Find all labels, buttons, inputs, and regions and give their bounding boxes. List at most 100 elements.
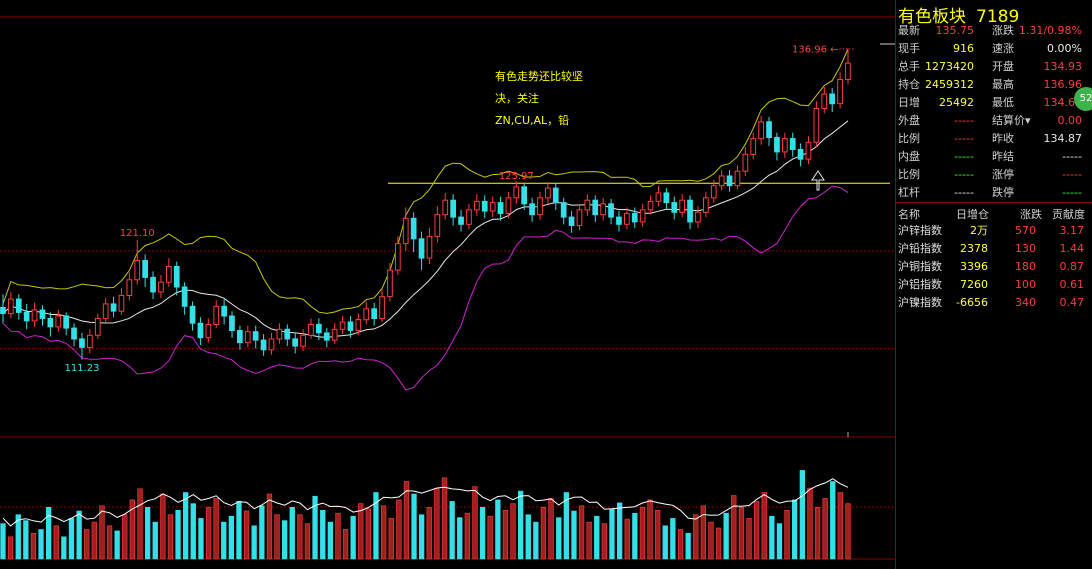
quote-value: 134.93 — [1043, 60, 1083, 73]
header-change: 涨跌 — [1020, 208, 1042, 221]
candlestick-chart[interactable]: 121.10 111.23 125.97 136.96 ←····· 有色走势还比较坚决… — [0, 0, 895, 569]
index-name: 沪铜指数 — [898, 260, 942, 273]
volume-bar — [91, 521, 97, 560]
volume-bar — [594, 515, 600, 560]
candle-body — [31, 309, 38, 322]
quote-label: 比例 — [898, 168, 920, 181]
candle-body — [237, 330, 243, 344]
volume-bar — [753, 501, 760, 560]
volume-bar — [76, 510, 82, 560]
quote-value: 134.87 — [1043, 132, 1083, 145]
candle-body — [742, 153, 749, 172]
candle-body — [355, 319, 362, 332]
volume-bar — [30, 532, 37, 560]
quote-row: 外盘 ----- 结算价▾ 0.00 — [896, 112, 1092, 130]
volume-bar — [205, 506, 212, 560]
volume-bar — [0, 523, 6, 560]
volume-bar — [708, 521, 714, 560]
quote-label: 涨跌 — [992, 24, 1014, 37]
volume-bar — [15, 514, 21, 560]
quote-label: 最新 — [898, 24, 920, 37]
index-row[interactable]: 沪锌指数 2万 570 3.17 — [896, 222, 1092, 240]
quote-label[interactable]: 结算价▾ — [992, 114, 1031, 127]
quote-row: 比例 ----- 涨停 ----- — [896, 166, 1092, 184]
quote-label: 总手 — [898, 60, 920, 73]
panel-divider — [896, 202, 1092, 203]
volume-bar — [61, 536, 67, 560]
candle-body — [379, 296, 385, 319]
volume-bar — [517, 490, 524, 560]
candle-body — [710, 185, 717, 199]
volume-bar — [495, 499, 501, 560]
quote-value: 1.31/0.98% — [1018, 24, 1082, 37]
volume-bar — [228, 515, 234, 560]
candle-body — [529, 203, 535, 216]
quote-row: 现手 916 速涨 0.00% — [896, 40, 1092, 58]
quote-value: ----- — [954, 186, 974, 199]
volume-bar — [7, 536, 14, 560]
candle-body — [8, 298, 14, 315]
candle-body — [434, 214, 441, 237]
volume-bar — [365, 508, 371, 560]
candle-body — [616, 216, 622, 225]
candle-body — [55, 315, 62, 328]
index-row[interactable]: 沪铝指数 7260 100 0.61 — [896, 276, 1092, 294]
volume-bar — [411, 493, 417, 560]
volume-bar — [183, 492, 189, 560]
volume-bar — [327, 521, 333, 560]
volume-bar — [320, 509, 326, 560]
volume-bar — [403, 481, 410, 560]
index-row[interactable]: 沪镍指数 -6656 340 0.47 — [896, 294, 1092, 312]
candle-body — [118, 295, 125, 312]
indicator-badge[interactable]: 52 — [1074, 87, 1092, 111]
volume-bar — [259, 505, 265, 560]
candle-body — [545, 187, 551, 199]
index-contribution: 1.44 — [1059, 242, 1085, 255]
candle-body — [244, 331, 251, 344]
quote-value: ----- — [1062, 150, 1082, 163]
quote-row: 日增 25492 最低 134.63 — [896, 94, 1092, 112]
candle-body — [331, 328, 338, 341]
volume-bar — [746, 518, 752, 560]
volume-bar — [297, 514, 303, 560]
candle-body — [39, 309, 46, 319]
index-table-header: 名称 日增仓 涨跌 贡献度 — [896, 206, 1092, 222]
candle-body — [102, 303, 109, 319]
index-name: 沪铅指数 — [898, 242, 942, 255]
candle-body — [513, 186, 520, 199]
volume-bar — [84, 529, 90, 560]
volume-bar — [213, 498, 219, 560]
candle-body — [426, 235, 433, 259]
quote-panel: 有色板块 7189 最新 135.75 涨跌 1.31/0.98% 现手 916 速涨 0.00… — [895, 0, 1092, 569]
volume-bar — [106, 525, 113, 560]
candle-body — [576, 209, 583, 227]
index-increase: 7260 — [960, 278, 988, 291]
quote-label: 内盘 — [898, 150, 920, 163]
volume-bar — [45, 506, 52, 560]
index-row[interactable]: 沪铜指数 3396 180 0.87 — [896, 258, 1092, 276]
index-change: 100 — [1015, 278, 1036, 291]
quote-row: 总手 1273420 开盘 134.93 — [896, 58, 1092, 76]
candle-body — [821, 93, 828, 109]
index-row[interactable]: 沪铅指数 2378 130 1.44 — [896, 240, 1092, 258]
candle-body — [489, 202, 496, 212]
index-contribution: 0.47 — [1059, 296, 1085, 309]
volume-bar — [799, 470, 805, 560]
candle-body — [15, 298, 22, 313]
candle-body — [260, 339, 267, 351]
index-change: 180 — [1015, 260, 1036, 273]
volume-bar — [510, 503, 516, 560]
quote-value: ----- — [954, 150, 974, 163]
volume-bar — [601, 523, 607, 560]
candle-body — [829, 93, 835, 105]
candle-body — [94, 317, 101, 336]
candle-body — [213, 305, 220, 325]
volume-bar — [814, 506, 821, 560]
volume-bar — [556, 517, 562, 560]
candle-body — [205, 323, 212, 339]
candle-body — [316, 323, 322, 334]
volume-bar — [167, 514, 174, 560]
quote-value: ----- — [954, 168, 974, 181]
candle-body — [158, 281, 164, 293]
candle-body — [63, 315, 69, 329]
